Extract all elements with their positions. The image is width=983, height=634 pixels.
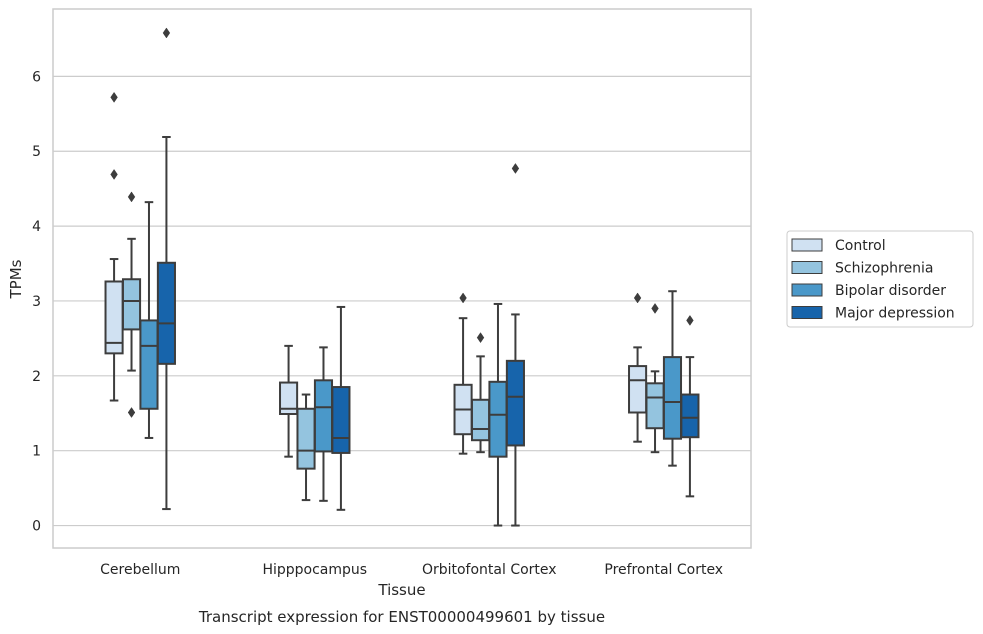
legend-label: Control — [835, 238, 886, 254]
legend-label: Bipolar disorder — [835, 283, 946, 299]
outlier-point — [110, 91, 118, 103]
iqr-box — [313, 379, 334, 453]
outlier-point — [476, 332, 485, 344]
y-tick-label: 1 — [32, 444, 41, 460]
x-axis-label: Tissue — [377, 581, 425, 599]
x-tick-label: Cerebellum — [100, 562, 180, 578]
box-bipolar-disorder — [313, 346, 334, 502]
box-control — [279, 344, 299, 458]
box-major-depression — [505, 163, 525, 527]
y-axis-label: TPMs — [7, 259, 25, 299]
y-tick-label: 0 — [32, 519, 41, 535]
outlier-point — [459, 292, 467, 304]
iqr-box — [628, 365, 648, 414]
box-major-depression — [680, 314, 700, 498]
x-tick-label: Orbitofontal Cortex — [422, 562, 557, 578]
x-tick-label: Prefrontal Cortex — [604, 562, 723, 578]
box-bipolar-disorder — [662, 290, 683, 467]
iqr-box — [121, 278, 142, 331]
outlier-point — [110, 168, 118, 180]
outlier-point — [511, 163, 520, 174]
outlier-point — [633, 292, 642, 304]
iqr-box — [470, 398, 491, 442]
y-tick-label: 2 — [32, 369, 41, 385]
y-tick-labels: 0 1 2 3 4 5 6 — [32, 69, 41, 534]
legend-swatch — [791, 261, 823, 274]
y-tick-label: 5 — [32, 144, 41, 160]
outlier-point — [651, 302, 659, 314]
box-schizophrenia — [470, 332, 491, 454]
box-schizophrenia — [296, 393, 316, 502]
legend-frame — [786, 230, 974, 328]
box-groups — [104, 27, 700, 527]
iqr-box — [156, 261, 176, 365]
chart-caption: Transcript expression for ENST0000049960… — [198, 608, 605, 626]
legend-swatch — [791, 306, 823, 319]
outlier-point — [686, 314, 694, 326]
box-schizophrenia — [121, 191, 142, 418]
legend-label: Schizophrenia — [835, 261, 933, 277]
y-tick-label: 6 — [32, 69, 41, 85]
iqr-box — [139, 319, 159, 410]
iqr-box — [279, 381, 299, 415]
legend-swatch — [791, 238, 823, 252]
box-major-depression — [156, 27, 176, 511]
outlier-point — [162, 27, 171, 39]
legend-swatch — [791, 283, 823, 297]
x-tick-labels: Cerebellum Hipppocampus Orbitofontal Corte… — [100, 562, 723, 578]
iqr-box — [680, 393, 700, 439]
grid-lines — [53, 75, 751, 527]
y-tick-label: 4 — [32, 219, 41, 235]
x-tick-label: Hipppocampus — [262, 562, 367, 578]
y-tick-label: 3 — [32, 294, 41, 310]
outlier-point — [127, 191, 136, 203]
legend: Control Schizophrenia Bipolar disorder Majo… — [786, 230, 974, 328]
box-bipolar-disorder — [139, 201, 159, 439]
outlier-point — [127, 407, 136, 418]
box-control — [453, 292, 473, 455]
iqr-box — [662, 356, 683, 440]
legend-label: Major depression — [835, 306, 955, 322]
iqr-box — [296, 407, 316, 470]
iqr-box — [505, 359, 525, 447]
iqr-box — [645, 382, 665, 430]
box-major-depression — [331, 305, 351, 511]
iqr-box — [331, 386, 351, 454]
iqr-box — [488, 380, 508, 458]
